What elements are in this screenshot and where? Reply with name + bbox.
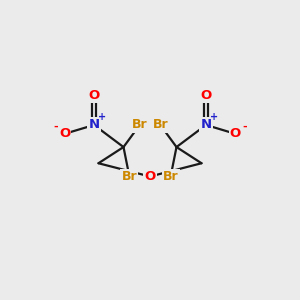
Text: O: O	[59, 127, 70, 140]
Text: +: +	[98, 112, 106, 122]
Text: Br: Br	[163, 170, 178, 183]
Text: -: -	[242, 122, 247, 131]
Text: -: -	[53, 122, 58, 131]
Text: O: O	[144, 170, 156, 183]
Text: +: +	[209, 112, 218, 122]
Text: Br: Br	[122, 170, 137, 183]
Text: Br: Br	[132, 118, 148, 131]
Text: O: O	[88, 89, 100, 102]
Text: N: N	[200, 118, 211, 131]
Text: O: O	[200, 89, 211, 102]
Text: N: N	[88, 118, 100, 131]
Text: O: O	[230, 127, 241, 140]
Text: Br: Br	[152, 118, 168, 131]
